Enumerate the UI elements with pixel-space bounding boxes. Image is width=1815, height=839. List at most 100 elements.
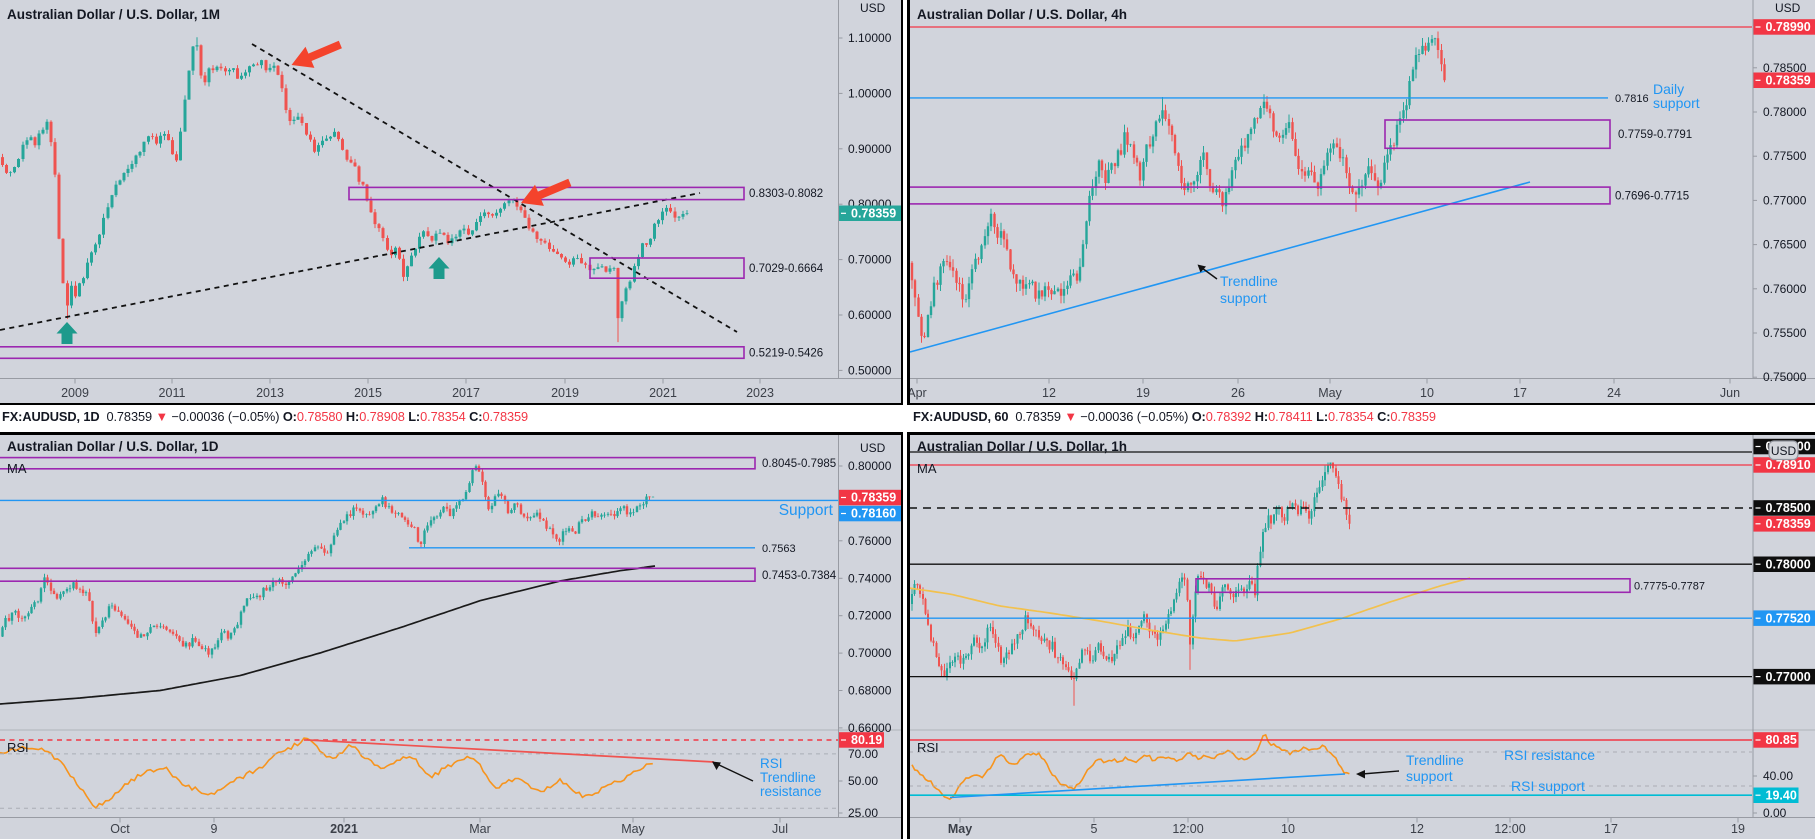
svg-text:resistance: resistance	[760, 784, 822, 799]
svg-text:MA: MA	[7, 461, 27, 476]
svg-text:0.76000: 0.76000	[848, 534, 892, 548]
svg-text:0.7775-0.7787: 0.7775-0.7787	[1634, 581, 1705, 593]
svg-text:2019: 2019	[551, 386, 579, 400]
svg-text:RSI: RSI	[7, 740, 29, 755]
svg-text:0.00: 0.00	[1763, 806, 1787, 820]
svg-text:support: support	[1406, 768, 1453, 784]
svg-text:19: 19	[1731, 822, 1745, 836]
svg-text:2013: 2013	[256, 386, 284, 400]
svg-text:Jul: Jul	[772, 822, 788, 836]
svg-text:0.60000: 0.60000	[848, 308, 892, 322]
svg-text:0.78359: 0.78359	[851, 491, 896, 505]
svg-text:May: May	[621, 822, 645, 836]
svg-text:0.70000: 0.70000	[848, 253, 892, 267]
svg-text:12:00: 12:00	[1494, 822, 1525, 836]
svg-text:0.70000: 0.70000	[848, 646, 892, 660]
svg-text:0.75000: 0.75000	[1763, 370, 1807, 384]
svg-text:0.78500: 0.78500	[1763, 61, 1807, 75]
svg-text:0.78910: 0.78910	[1766, 458, 1811, 472]
svg-text:Support: Support	[779, 502, 834, 519]
svg-text:0.7816: 0.7816	[1615, 93, 1649, 105]
svg-text:Daily: Daily	[1653, 81, 1684, 97]
svg-text:10: 10	[1420, 386, 1434, 400]
svg-text:Australian Dollar / U.S. Dolla: Australian Dollar / U.S. Dollar, 4h	[917, 7, 1127, 22]
svg-text:support: support	[1653, 95, 1700, 111]
svg-text:2009: 2009	[61, 386, 89, 400]
svg-text:26: 26	[1231, 386, 1245, 400]
svg-text:0.8303-0.8082: 0.8303-0.8082	[749, 188, 823, 200]
svg-text:0.68000: 0.68000	[848, 684, 892, 698]
svg-text:0.76000: 0.76000	[1763, 282, 1807, 296]
svg-text:0.75500: 0.75500	[1763, 326, 1807, 340]
svg-text:0.78359: 0.78359	[1766, 517, 1811, 531]
svg-text:0.5219-0.5426: 0.5219-0.5426	[749, 348, 823, 360]
svg-text:0.77000: 0.77000	[1763, 193, 1807, 207]
svg-text:Australian Dollar / U.S. Dolla: Australian Dollar / U.S. Dollar, 1M	[7, 7, 220, 22]
svg-text:RSI support: RSI support	[1511, 778, 1585, 794]
svg-text:RSI resistance: RSI resistance	[1504, 747, 1595, 763]
svg-text:0.77000: 0.77000	[1766, 670, 1811, 684]
svg-text:0.78359: 0.78359	[851, 207, 896, 221]
svg-text:Australian Dollar / U.S. Dolla: Australian Dollar / U.S. Dollar, 1h	[917, 439, 1127, 454]
svg-text:Trendline: Trendline	[1406, 752, 1464, 768]
svg-text:10: 10	[1281, 822, 1295, 836]
svg-text:80.85: 80.85	[1766, 733, 1797, 747]
svg-text:0.8045-0.7985: 0.8045-0.7985	[762, 458, 836, 470]
svg-text:0.78000: 0.78000	[1766, 557, 1811, 571]
svg-text:17: 17	[1604, 822, 1618, 836]
svg-text:Australian Dollar / U.S. Dolla: Australian Dollar / U.S. Dollar, 1D	[7, 439, 219, 454]
svg-text:70.00: 70.00	[848, 747, 878, 761]
svg-text:2021: 2021	[649, 386, 677, 400]
svg-text:0.78359: 0.78359	[1766, 74, 1811, 88]
svg-text:0.72000: 0.72000	[848, 609, 892, 623]
svg-text:0.7453-0.7384: 0.7453-0.7384	[762, 570, 837, 582]
svg-text:support: support	[1220, 290, 1267, 306]
svg-text:0.78000: 0.78000	[1763, 105, 1807, 119]
svg-text:19.40: 19.40	[1766, 788, 1797, 802]
svg-text:Mar: Mar	[469, 822, 491, 836]
svg-text:Jun: Jun	[1720, 386, 1740, 400]
svg-text:0.77520: 0.77520	[1766, 611, 1811, 625]
svg-text:0.66000: 0.66000	[848, 721, 892, 735]
svg-text:1.00000: 1.00000	[848, 86, 892, 100]
svg-text:9: 9	[211, 822, 218, 836]
svg-text:12: 12	[1042, 386, 1056, 400]
svg-text:0.74000: 0.74000	[848, 571, 892, 585]
svg-text:0.7029-0.6664: 0.7029-0.6664	[749, 263, 824, 275]
svg-text:MA: MA	[917, 461, 937, 476]
svg-text:0.7759-0.7791: 0.7759-0.7791	[1618, 129, 1692, 141]
svg-text:0.80000: 0.80000	[848, 459, 892, 473]
svg-text:24: 24	[1607, 386, 1621, 400]
svg-text:USD: USD	[1775, 1, 1801, 15]
svg-text:17: 17	[1513, 386, 1527, 400]
svg-text:Apr: Apr	[907, 386, 926, 400]
svg-text:50.00: 50.00	[848, 774, 878, 788]
svg-text:0.7696-0.7715: 0.7696-0.7715	[1615, 191, 1689, 203]
svg-text:2015: 2015	[354, 386, 382, 400]
svg-text:Oct: Oct	[110, 822, 130, 836]
svg-text:RSI: RSI	[917, 740, 939, 755]
svg-text:0.78990: 0.78990	[1766, 20, 1811, 34]
svg-text:12:00: 12:00	[1172, 822, 1203, 836]
svg-text:0.76500: 0.76500	[1763, 238, 1807, 252]
svg-text:USD: USD	[860, 1, 886, 15]
svg-text:0.78500: 0.78500	[1766, 501, 1811, 515]
svg-text:2023: 2023	[746, 386, 774, 400]
svg-text:1.10000: 1.10000	[848, 31, 892, 45]
svg-text:2021: 2021	[330, 822, 358, 836]
svg-text:USD: USD	[1771, 444, 1797, 458]
svg-text:May: May	[948, 822, 972, 836]
svg-text:0.7563: 0.7563	[762, 543, 796, 555]
svg-text:RSI: RSI	[760, 756, 783, 771]
svg-text:40.00: 40.00	[1763, 769, 1793, 783]
svg-text:Trendline: Trendline	[760, 770, 816, 785]
svg-text:USD: USD	[860, 441, 886, 455]
svg-text:2017: 2017	[452, 386, 480, 400]
svg-text:0.90000: 0.90000	[848, 142, 892, 156]
svg-text:0.78160: 0.78160	[851, 507, 896, 521]
svg-text:May: May	[1318, 386, 1342, 400]
svg-text:Trendline: Trendline	[1220, 273, 1278, 289]
svg-text:5: 5	[1091, 822, 1098, 836]
svg-text:12: 12	[1410, 822, 1424, 836]
svg-text:0.77500: 0.77500	[1763, 149, 1807, 163]
